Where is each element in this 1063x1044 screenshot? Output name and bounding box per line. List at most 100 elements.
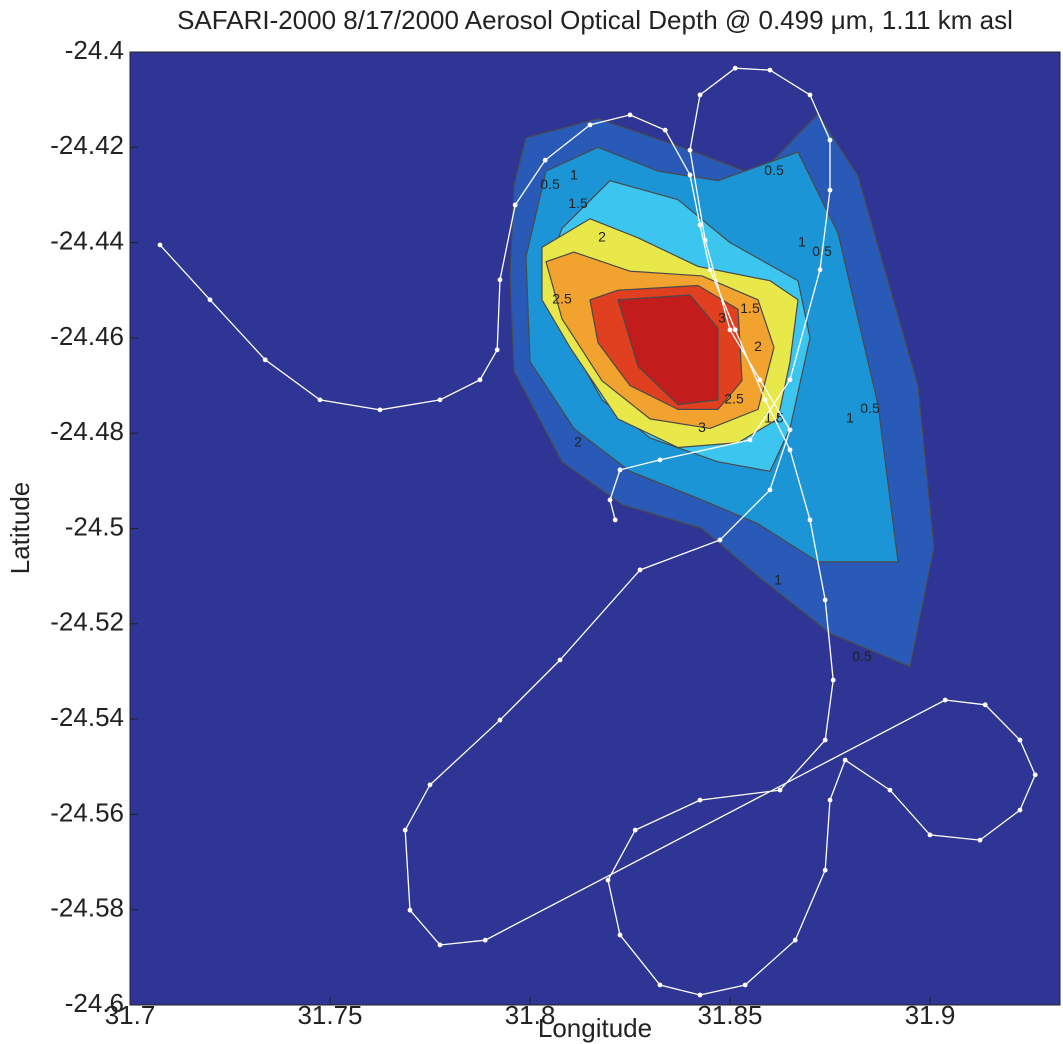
track-point: [607, 497, 613, 503]
track-point: [627, 112, 633, 118]
track-point: [407, 907, 413, 913]
track-point: [662, 127, 668, 133]
y-tick-label: -24.42: [50, 130, 124, 160]
y-tick-label: -24.58: [50, 893, 124, 923]
track-point: [702, 237, 708, 243]
track-point: [637, 567, 643, 573]
track-point: [942, 697, 948, 703]
track-point: [587, 122, 593, 128]
y-tick-label: -24.48: [50, 416, 124, 446]
track-point: [402, 827, 408, 833]
track-point: [632, 827, 638, 833]
track-point: [657, 982, 663, 988]
contour-label: 0.5: [764, 162, 784, 178]
track-point: [482, 937, 488, 943]
contour-label: 0.5: [852, 648, 872, 664]
track-point: [494, 347, 500, 353]
track-point: [822, 867, 828, 873]
track-point: [842, 757, 848, 763]
contour-label: 3: [718, 310, 726, 326]
y-tick-label: -24.5: [65, 511, 124, 541]
contour-label: 2.5: [724, 391, 744, 407]
track-point: [742, 982, 748, 988]
contour-label: 2: [754, 338, 762, 354]
track-point: [317, 397, 323, 403]
contour-label: 1: [846, 410, 854, 426]
track-point: [262, 357, 268, 363]
track-point: [477, 377, 483, 383]
track-point: [887, 787, 893, 793]
track-point: [697, 222, 703, 228]
track-point: [792, 937, 798, 943]
track-point: [542, 157, 548, 163]
track-point: [757, 377, 763, 383]
track-point: [617, 932, 623, 938]
contour-label: 2.5: [552, 290, 572, 306]
track-point: [822, 737, 828, 743]
track-point: [657, 457, 663, 463]
track-point: [697, 92, 703, 98]
track-point: [827, 137, 833, 143]
contour-label: 2: [574, 433, 582, 449]
track-point: [827, 797, 833, 803]
contour-label: 1: [798, 233, 806, 249]
track-point: [767, 487, 773, 493]
contour-label: 1.5: [568, 195, 588, 211]
x-tick-label: 31.9: [905, 1000, 956, 1030]
track-point: [732, 327, 738, 333]
track-point: [557, 657, 563, 663]
track-point: [1017, 807, 1023, 813]
track-point: [687, 147, 693, 153]
chart-title: SAFARI-2000 8/17/2000 Aerosol Optical De…: [177, 5, 1013, 35]
y-tick-label: -24.4: [65, 35, 124, 65]
track-point: [207, 297, 213, 303]
track-point: [697, 797, 703, 803]
track-point: [977, 837, 983, 843]
track-point: [605, 877, 611, 883]
x-tick-label: 31.85: [697, 1000, 762, 1030]
track-point: [767, 67, 773, 73]
track-point: [830, 677, 836, 683]
track-point: [497, 277, 503, 283]
track-point: [707, 267, 713, 273]
y-axis-label: Latitude: [5, 482, 35, 575]
track-point: [437, 942, 443, 948]
track-point: [807, 92, 813, 98]
contour-label: 1: [774, 572, 782, 588]
track-point: [697, 992, 703, 998]
track-point: [717, 537, 723, 543]
track-point: [827, 187, 833, 193]
track-point: [617, 467, 623, 473]
contour-label: 0.5: [860, 400, 880, 416]
track-point: [437, 397, 443, 403]
track-point: [747, 437, 753, 443]
flight-track: [159, 67, 1036, 996]
track-point: [787, 447, 793, 453]
track-point: [787, 427, 793, 433]
track-point: [1017, 737, 1023, 743]
y-tick-label: -24.44: [50, 225, 124, 255]
contour-label: 2: [598, 229, 606, 245]
track-point: [377, 407, 383, 413]
track-point: [157, 242, 163, 248]
track-point: [1032, 772, 1038, 778]
x-tick-label: 31.8: [505, 1000, 556, 1030]
contour-label: 0.5: [540, 176, 560, 192]
track-point: [687, 172, 693, 178]
contour-label: 3: [698, 419, 706, 435]
track-point: [732, 65, 738, 71]
track-point: [777, 787, 783, 793]
track-point: [927, 832, 933, 838]
track-point: [787, 377, 793, 383]
contour-label: 1: [570, 167, 578, 183]
contour-label: 1.5: [740, 300, 760, 316]
track-point: [727, 327, 733, 333]
y-tick-label: -24.56: [50, 797, 124, 827]
y-tick-label: -24.54: [50, 702, 124, 732]
track-point: [762, 397, 768, 403]
track-point: [612, 517, 618, 523]
track-point: [982, 702, 988, 708]
x-axis-label: Longitude: [538, 1013, 652, 1043]
